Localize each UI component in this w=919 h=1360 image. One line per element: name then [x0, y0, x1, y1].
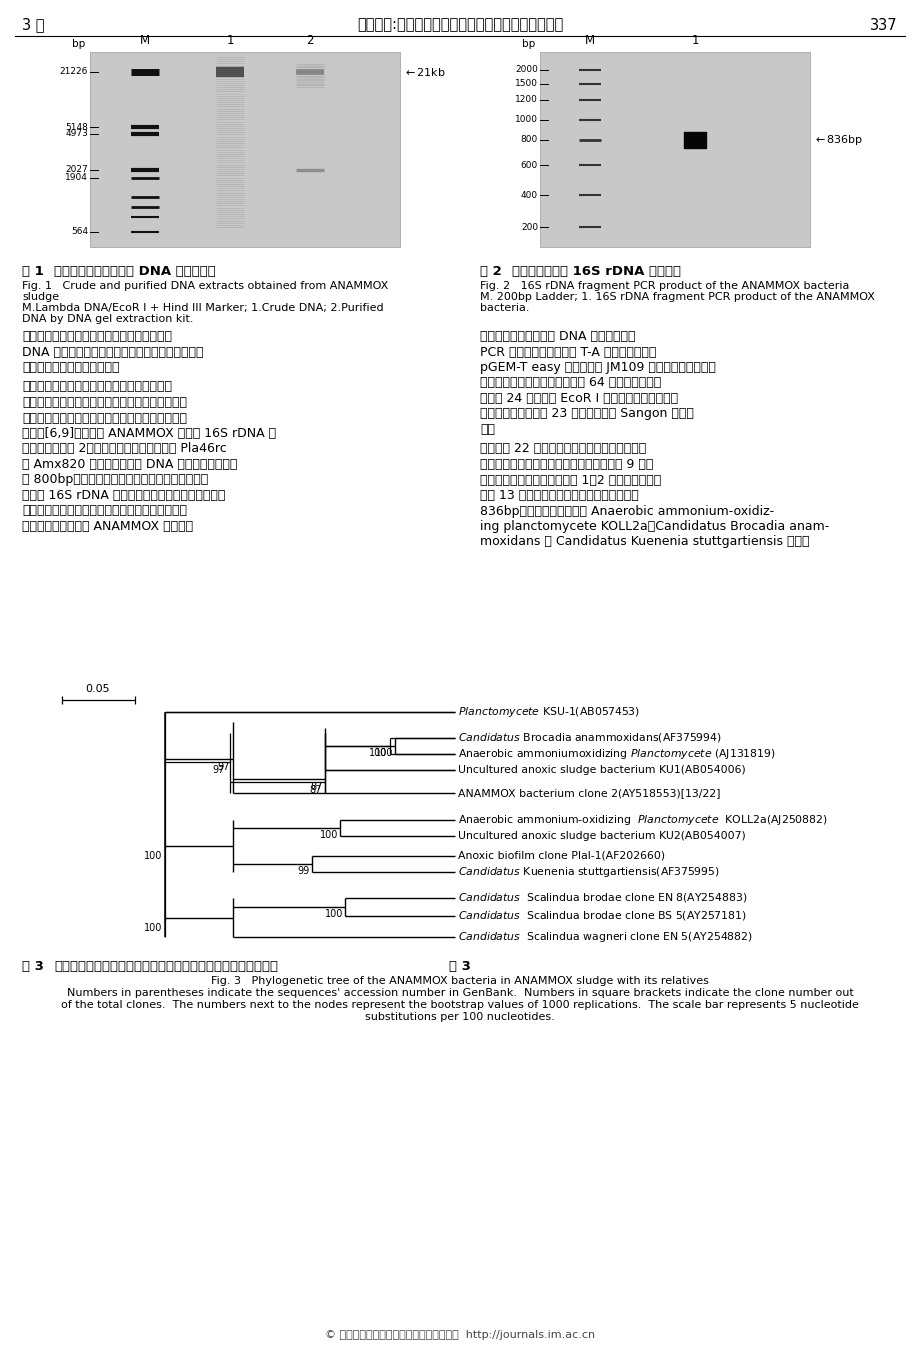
Text: 0.05: 0.05 — [85, 684, 110, 694]
Text: DNA by DNA gel extraction kit.: DNA by DNA gel extraction kit. — [22, 314, 193, 324]
Text: 对纯化后的污泥细菌总 DNA 以特异引物经: 对纯化后的污泥细菌总 DNA 以特异引物经 — [480, 330, 635, 343]
Text: PCR 扩增后，扩增产物以 T-A 克隆方式连接到: PCR 扩增后，扩增产物以 T-A 克隆方式连接到 — [480, 345, 655, 359]
Text: moxidans 和 Candidatus Kuenenia stuttgartiensis 等厌氧: moxidans 和 Candidatus Kuenenia stuttgart… — [480, 536, 809, 548]
Text: 细菌的 16S rDNA 扩增得到的片段长度与此接近，这: 细菌的 16S rDNA 扩增得到的片段长度与此接近，这 — [22, 490, 225, 502]
Text: 1904: 1904 — [65, 174, 88, 182]
Text: 和 Amx820 从纯化的细菌总 DNA 中扩增出的片段大: 和 Amx820 从纯化的细菌总 DNA 中扩增出的片段大 — [22, 458, 237, 471]
Text: 87: 87 — [310, 785, 322, 796]
Text: ANAMMOX bacterium clone 2(AY518553)[13/22]: ANAMMOX bacterium clone 2(AY518553)[13/2… — [458, 787, 720, 798]
Text: DNA 纯度比较好，大片段略有损失，但对进一步的: DNA 纯度比较好，大片段略有损失，但对进一步的 — [22, 345, 203, 359]
Text: 200: 200 — [520, 223, 538, 231]
Text: Fig. 1   Crude and purified DNA extracts obtained from ANAMMOX: Fig. 1 Crude and purified DNA extracts o… — [22, 282, 388, 291]
Text: pGEM-T easy 载体上，转 JM109 感受态细胞，最后铺: pGEM-T easy 载体上，转 JM109 感受态细胞，最后铺 — [480, 360, 715, 374]
Text: of the total clones.  The numbers next to the nodes represent the bootstrap valu: of the total clones. The numbers next to… — [61, 1000, 858, 1010]
Text: substitutions per 100 nucleotides.: substitutions per 100 nucleotides. — [365, 1012, 554, 1021]
Text: sludge: sludge — [22, 292, 59, 302]
Text: 氧氨氧化活性的污泥中扩增出目标菌的核酸片段得: 氧氨氧化活性的污泥中扩增出目标菌的核酸片段得 — [22, 412, 187, 424]
Text: 99: 99 — [298, 866, 310, 876]
Text: 21226: 21226 — [60, 68, 88, 76]
Text: $\it{Candidatus}$  Scalindua brodae clone EN 8(AY254883): $\it{Candidatus}$ Scalindua brodae clone… — [458, 892, 747, 904]
Text: 测序得到 22 个有效的克隆序列，这些序列经多: 测序得到 22 个有效的克隆序列，这些序列经多 — [480, 442, 645, 456]
Text: 2000: 2000 — [515, 65, 538, 75]
Text: ing planctomycete KOLL2a、Candidatus Brocadia anam-: ing planctomycete KOLL2a、Candidatus Broc… — [480, 520, 828, 533]
Text: 2: 2 — [306, 34, 313, 48]
Text: 4973: 4973 — [65, 129, 88, 139]
Text: 本研究采用的引物对鉴别厌氧氨氧化细菌具有: 本研究采用的引物对鉴别厌氧氨氧化细菌具有 — [22, 381, 172, 393]
Text: Anaerobic ammonium-oxidizing  $\it{Planctomycete}$  KOLL2a(AJ250882): Anaerobic ammonium-oxidizing $\it{Planct… — [458, 813, 827, 827]
Text: 假阳性克隆，最后得 23 个克隆送上海 Sangon 公司测: 假阳性克隆，最后得 23 个克隆送上海 Sangon 公司测 — [480, 408, 693, 420]
Text: 图 2: 图 2 — [480, 265, 501, 277]
Text: $\it{Candidatus}$ Kuenenia stuttgartiensis(AF375995): $\it{Candidatus}$ Kuenenia stuttgartiens… — [458, 865, 720, 879]
Text: 97: 97 — [212, 764, 225, 775]
Text: $\it{Candidatus}$ Brocadia anammoxidans(AF375994): $\it{Candidatus}$ Brocadia anammoxidans(… — [458, 732, 721, 744]
Text: © 中国科学院微生物研究所期刊联合编辑部  http://journals.im.ac.cn: © 中国科学院微生物研究所期刊联合编辑部 http://journals.im.… — [324, 1330, 595, 1340]
Text: bacteria.: bacteria. — [480, 303, 529, 313]
Text: 400: 400 — [520, 190, 538, 200]
Text: Anaerobic ammoniumoxidizing $\it{Planctomycete}$ (AJ131819): Anaerobic ammoniumoxidizing $\it{Plancto… — [458, 747, 775, 762]
Text: 100: 100 — [369, 748, 387, 758]
Text: Uncultured anoxic sludge bacterium KU1(AB054006): Uncultured anoxic sludge bacterium KU1(A… — [458, 764, 745, 775]
Text: 图 3: 图 3 — [448, 960, 471, 972]
Text: $\leftarrow$21kb: $\leftarrow$21kb — [403, 67, 445, 78]
Text: 厌氧氨氧化污泥中厌氧氨氧化细菌与其它相关细菌的系统发育树: 厌氧氨氧化污泥中厌氧氨氧化细菌与其它相关细菌的系统发育树 — [54, 960, 278, 972]
Text: 段的结果看（图 2），采用这类菌的特异引物 Pla46rc: 段的结果看（图 2），采用这类菌的特异引物 Pla46rc — [22, 442, 226, 456]
Text: 于 800bp，而这对引物对已发现的几种厌氧氨氧化: 于 800bp，而这对引物对已发现的几种厌氧氨氧化 — [22, 473, 208, 487]
Text: M: M — [140, 34, 150, 48]
Text: 图 1: 图 1 — [22, 265, 44, 277]
Text: 隆序列表现为突变株，它们有 1～2 个碱基的突变，: 隆序列表现为突变株，它们有 1～2 个碱基的突变， — [480, 473, 661, 487]
Text: M. 200bp Ladder; 1. 16S rDNA fragment PCR product of the ANAMMOX: M. 200bp Ladder; 1. 16S rDNA fragment PC… — [480, 292, 874, 302]
Text: 337: 337 — [869, 18, 897, 33]
Text: 87: 87 — [311, 782, 323, 792]
Text: 平板进行蓝白筛选。实验共得到 64 个白色克隆，随: 平板进行蓝白筛选。实验共得到 64 个白色克隆，随 — [480, 377, 661, 389]
Text: 1200: 1200 — [515, 95, 538, 105]
Text: 分析研究不会产生严重影响。: 分析研究不会产生严重影响。 — [22, 360, 119, 374]
Text: 厌氧氨氧化污泥抽提的 DNA 和纯化结果: 厌氧氨氧化污泥抽提的 DNA 和纯化结果 — [54, 265, 216, 277]
Bar — [539, 52, 809, 248]
Text: 800: 800 — [520, 136, 538, 144]
Text: 1500: 1500 — [515, 79, 538, 88]
Text: Uncultured anoxic sludge bacterium KU2(AB054007): Uncultured anoxic sludge bacterium KU2(A… — [458, 831, 745, 840]
Text: 到证明[6,9]。从扩增 ANAMMOX 类菌的 16S rDNA 片: 到证明[6,9]。从扩增 ANAMMOX 类菌的 16S rDNA 片 — [22, 427, 276, 441]
Text: bp: bp — [72, 39, 85, 49]
Text: 100: 100 — [319, 830, 337, 840]
Text: bp: bp — [521, 39, 535, 49]
Text: 从纯化的结果看，凝胶纯化回收试剂盒得到的: 从纯化的结果看，凝胶纯化回收试剂盒得到的 — [22, 330, 172, 343]
Text: $\it{Planctomycete}$ KSU-1(AB057453): $\it{Planctomycete}$ KSU-1(AB057453) — [458, 704, 640, 719]
Text: 100: 100 — [143, 851, 162, 861]
Text: 97: 97 — [218, 762, 230, 772]
Text: 2027: 2027 — [65, 166, 88, 174]
Text: 1: 1 — [226, 34, 233, 48]
Text: 836bp，不同于相同引物下 Anaerobic ammonium-oxidiz-: 836bp，不同于相同引物下 Anaerobic ammonium-oxidiz… — [480, 505, 773, 518]
Text: 600: 600 — [520, 160, 538, 170]
Text: 机调选 24 个克隆经 EcoR I 限制性内切酶酶切去除: 机调选 24 个克隆经 EcoR I 限制性内切酶酶切去除 — [480, 392, 677, 405]
Text: 5148: 5148 — [65, 122, 88, 132]
Bar — [90, 52, 400, 248]
Text: Numbers in parentheses indicate the sequences' accession number in GenBank.  Num: Numbers in parentheses indicate the sequ… — [66, 987, 853, 998]
Text: Fig. 3   Phylogenetic tree of the ANAMMOX bacteria in ANAMMOX sludge with its re: Fig. 3 Phylogenetic tree of the ANAMMOX … — [210, 976, 709, 986]
Text: 雒怀庆等:厌氧氨氧化污泥中效应菌的分子生物学研究: 雒怀庆等:厌氧氨氧化污泥中效应菌的分子生物学研究 — [357, 18, 562, 33]
Text: 100: 100 — [374, 748, 392, 758]
Text: 100: 100 — [143, 923, 162, 933]
Text: 564: 564 — [71, 227, 88, 237]
Text: 重对齐分析发现它们均为同一种细菌，其中 9 个克: 重对齐分析发现它们均为同一种细菌，其中 9 个克 — [480, 458, 652, 471]
Text: Fig. 2   16S rDNA fragment PCR product of the ANAMMOX bacteria: Fig. 2 16S rDNA fragment PCR product of … — [480, 282, 848, 291]
Text: $\it{Candidatus}$  Scalindua wagneri clone EN 5(AY254882): $\it{Candidatus}$ Scalindua wagneri clon… — [458, 930, 752, 944]
Text: 厌氧氨氧化菌的 16S rDNA 片段扩增: 厌氧氨氧化菌的 16S rDNA 片段扩增 — [512, 265, 680, 277]
Text: 在于本研究所培养的 ANAMMOX 污泥中。: 在于本研究所培养的 ANAMMOX 污泥中。 — [22, 520, 193, 533]
Text: $\it{Candidatus}$  Scalindua brodae clone BS 5(AY257181): $\it{Candidatus}$ Scalindua brodae clone… — [458, 910, 745, 922]
Text: 图 3: 图 3 — [22, 960, 44, 972]
Text: M: M — [584, 34, 595, 48]
Text: Anoxic biofilm clone PIal-1(AF202660): Anoxic biofilm clone PIal-1(AF202660) — [458, 851, 664, 861]
Text: 3 期: 3 期 — [22, 18, 44, 33]
Text: 序。: 序。 — [480, 423, 494, 437]
Text: 100: 100 — [324, 908, 343, 919]
Text: 1000: 1000 — [515, 116, 538, 125]
Text: $\leftarrow$836bp: $\leftarrow$836bp — [812, 133, 862, 147]
Text: 初步表明与这些细菌相近且生理活性相似的细菌存: 初步表明与这些细菌相近且生理活性相似的细菌存 — [22, 505, 187, 518]
Text: M.Lambda DNA/EcoR I + Hind III Marker; 1.Crude DNA; 2.Purified: M.Lambda DNA/EcoR I + Hind III Marker; 1… — [22, 303, 383, 313]
Text: 特异性，这可从国外研究者利用该对引物从具有厌: 特异性，这可从国外研究者利用该对引物从具有厌 — [22, 396, 187, 409]
Text: 其余 13 个序列相同。所有克隆的序列长度为: 其余 13 个序列相同。所有克隆的序列长度为 — [480, 490, 638, 502]
Text: 1: 1 — [690, 34, 698, 48]
